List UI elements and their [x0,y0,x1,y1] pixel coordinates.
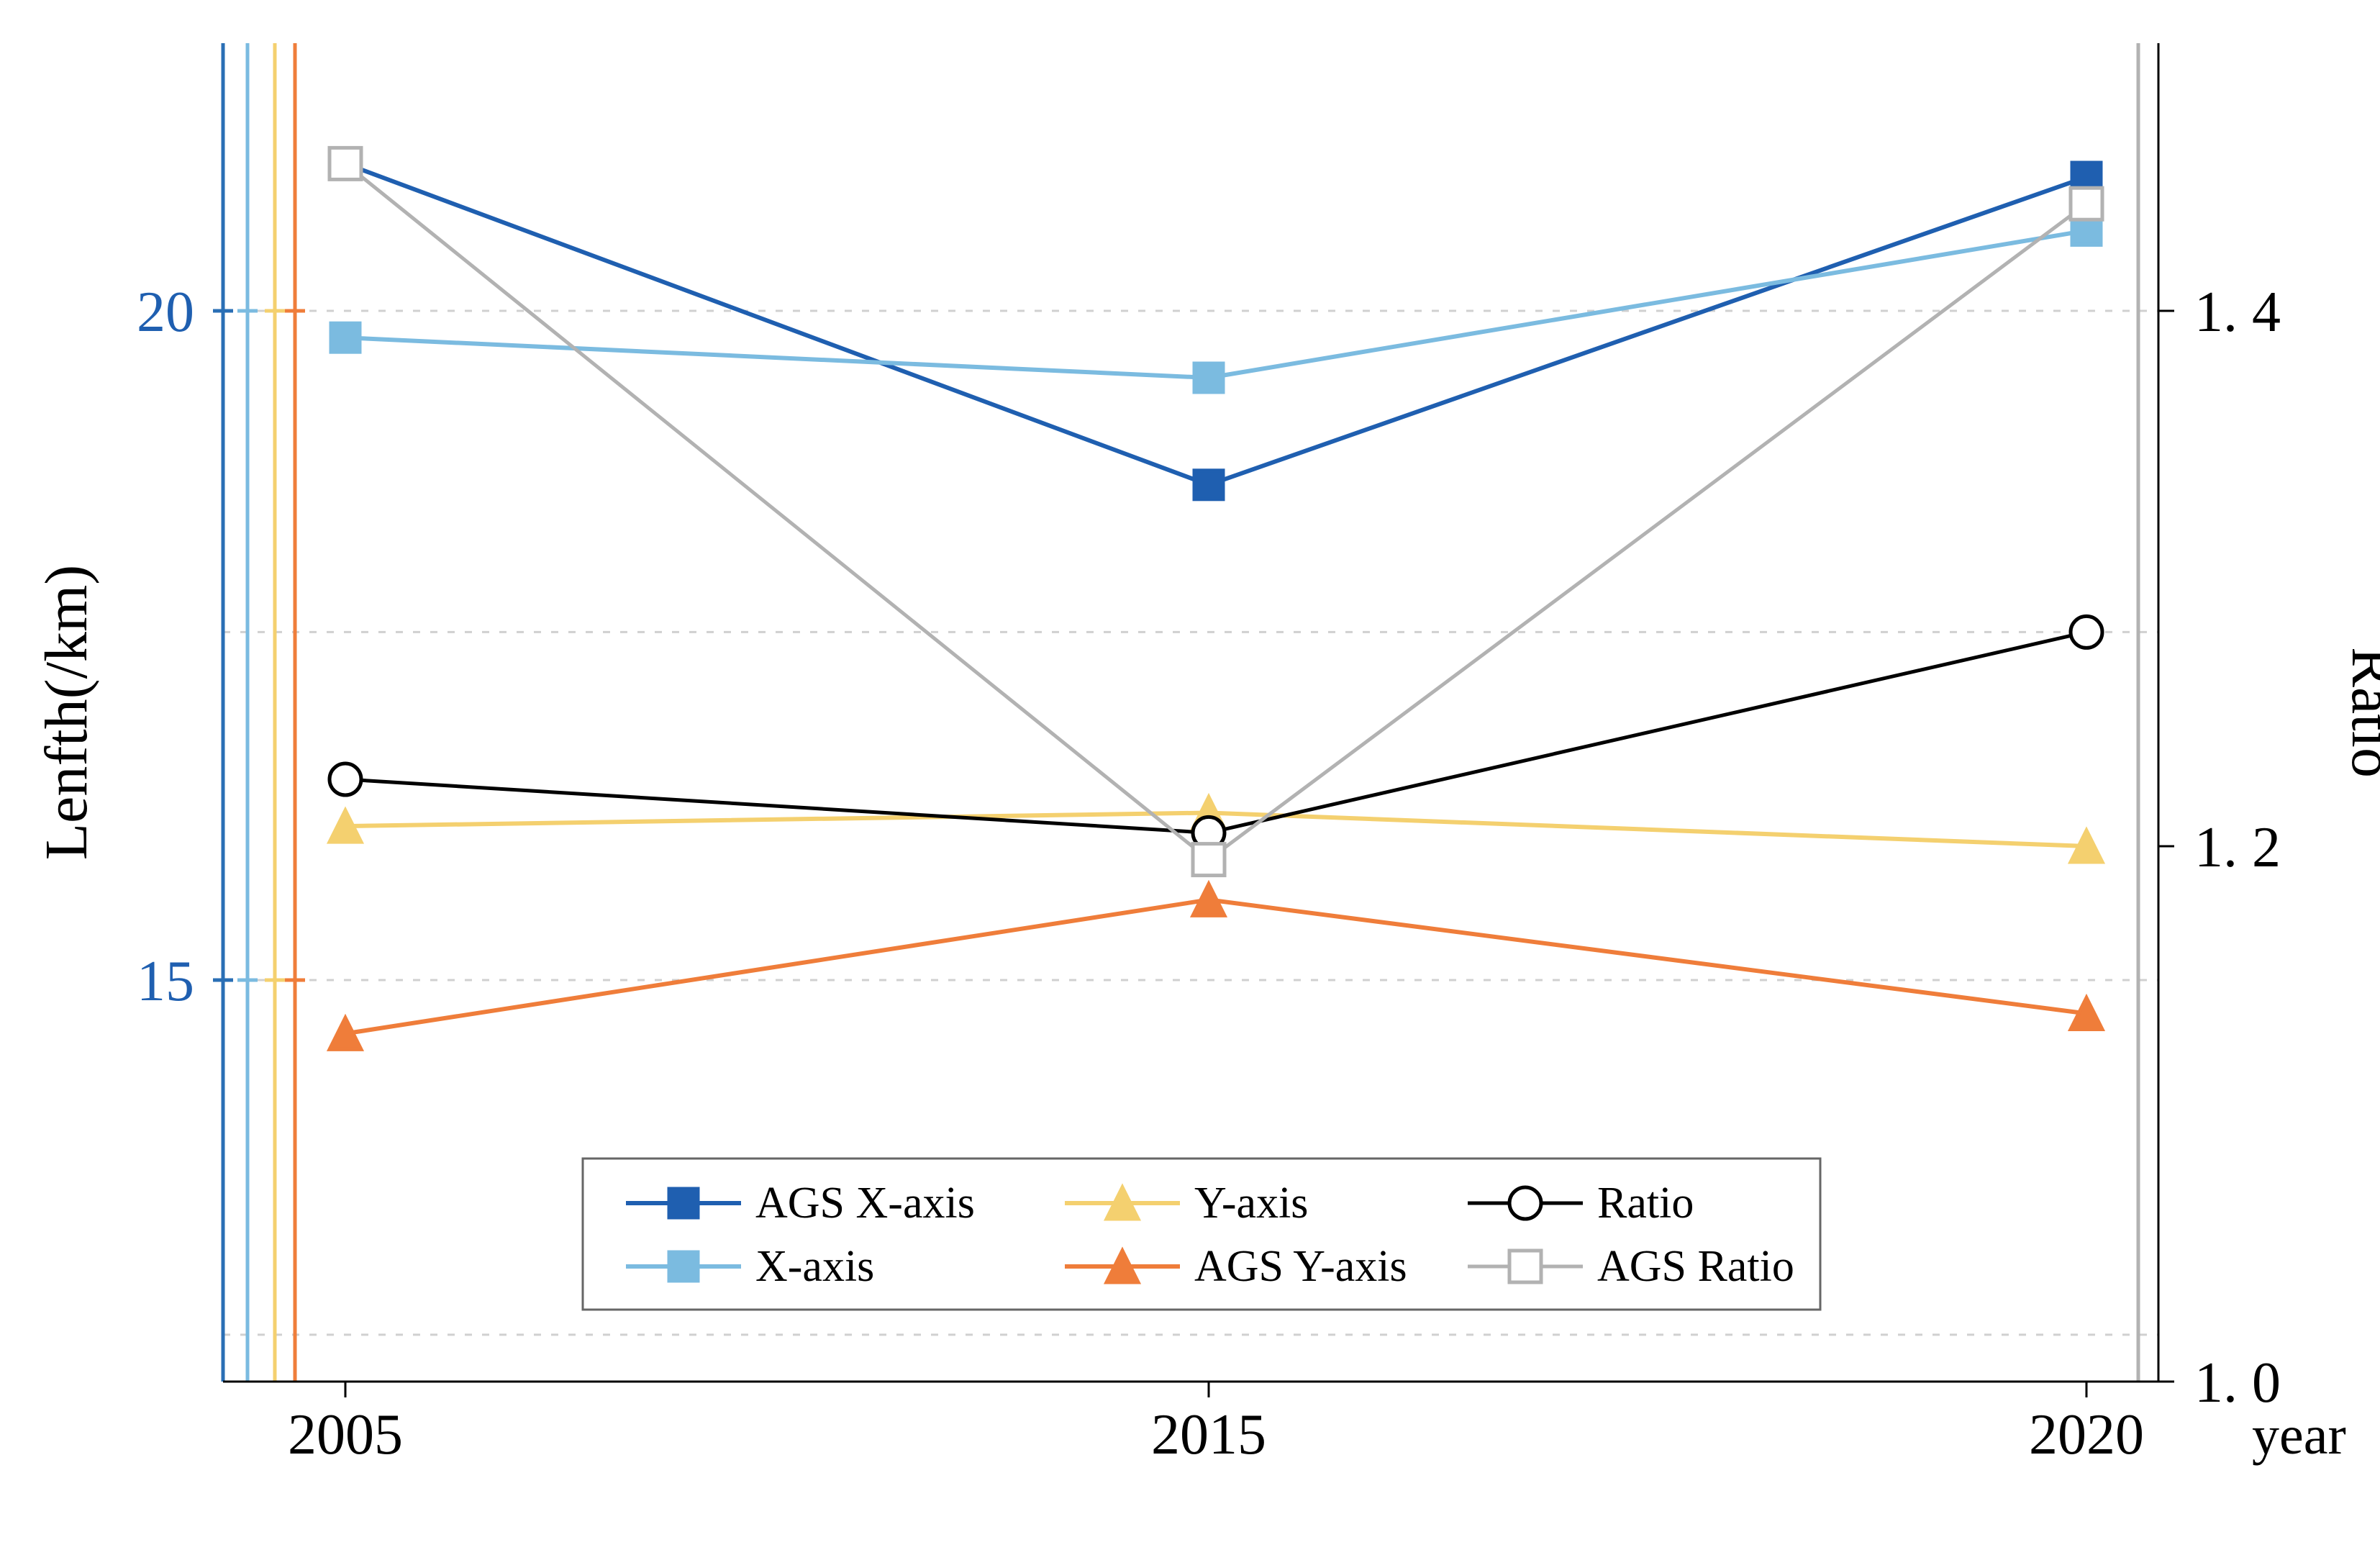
y-left-tick-label: 15 [137,950,194,1013]
series-marker-x_axis_s [1194,363,1223,392]
series-marker-x_axis_s [331,323,360,352]
chart-container: 200520152020year1520Lenfth(/km)1. 01. 21… [0,0,2380,1555]
x-tick-label: 2015 [1151,1403,1266,1466]
y-right-tick-label: 1. 4 [2194,281,2281,344]
y-left-title: Lenfth(/km) [33,565,100,861]
legend-item-ags_ratio: AGS Ratio [1468,1242,1794,1291]
legend-label: AGS X-axis [755,1179,975,1228]
line-chart: 200520152020year1520Lenfth(/km)1. 01. 21… [0,0,2380,1555]
legend: AGS X-axis X-axis Y-axis AGS Y-axis Ratio AGS… [583,1159,1820,1310]
series-marker-ratio [330,763,361,795]
y-left-tick-label: 20 [137,281,194,344]
x-tick-label: 2020 [2029,1403,2144,1466]
series-marker-ags_ratio [330,148,361,179]
x-tick-label: 2005 [288,1403,403,1466]
y-right-title: Ratio [2339,647,2380,778]
legend-label: AGS Ratio [1597,1242,1794,1291]
series-marker-ratio [2071,616,2102,648]
y-right-tick-label: 1. 2 [2194,816,2281,879]
series-marker-ags_x [1194,471,1223,499]
series-marker-ags_ratio [1193,844,1225,876]
legend-label: Ratio [1597,1179,1694,1228]
series-marker-ags_ratio [2071,188,2102,219]
legend-label: AGS Y-axis [1194,1242,1407,1291]
legend-label: X-axis [755,1242,874,1291]
y-right-tick-label: 1. 0 [2194,1351,2281,1415]
legend-label: Y-axis [1194,1179,1308,1228]
